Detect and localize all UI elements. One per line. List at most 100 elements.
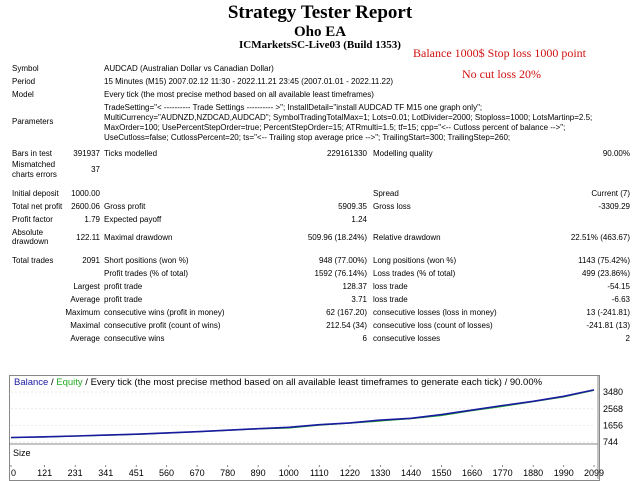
gross-profit-label: Gross profit (104, 202, 146, 211)
ea-name: Oho EA (293, 24, 347, 40)
chart-svg: 3480 2568 1656 744 Size 0 121 231 341 451 560 670 78… (9, 375, 623, 479)
average-profit-value: 3.71 (351, 295, 367, 304)
x-tick-label: 1990 (554, 468, 574, 478)
mismatch-label-1: Mismatched (12, 160, 56, 169)
net-profit-value: 2600.06 (71, 202, 100, 211)
y-tick-label: 1656 (603, 421, 623, 431)
profit-trades-label: Profit trades (% of total) (104, 269, 189, 278)
x-tick-label: 1110 (310, 468, 329, 478)
model-label: Model (12, 90, 34, 99)
mismatch-value: 37 (91, 165, 100, 174)
period-value: 15 Minutes (M15) 2007.02.12 11:30 - 2022… (104, 77, 394, 86)
payoff-label: Expected payoff (104, 215, 162, 224)
x-tick-label: 890 (251, 468, 266, 478)
average-label: Average (70, 295, 100, 304)
long-positions-label: Long positions (won %) (373, 256, 457, 265)
maximal-profit-label: consecutive profit (count of wins) (104, 321, 221, 330)
total-trades-label: Total trades (12, 256, 54, 265)
spread-value: Current (7) (591, 189, 630, 198)
x-tick-label: 121 (37, 468, 52, 478)
ticks-value: 229161330 (326, 149, 367, 158)
report-title: Strategy Tester Report (227, 2, 413, 23)
maximal-profit-value: 212.54 (34) (326, 321, 367, 330)
largest-loss-value: -54.15 (607, 282, 630, 291)
parameters-line-1: TradeSetting="< ---------- Trade Setting… (104, 103, 483, 112)
maximal-label: Maximal (70, 321, 100, 330)
parameters-line-4: UseCutloss=false; CutlossPercent=20; ts=… (104, 133, 511, 142)
profit-factor-value: 1.79 (84, 215, 100, 224)
quality-value: 90.00% (602, 149, 630, 158)
average-loss-label: loss trade (373, 295, 408, 304)
x-tick-label: 670 (190, 468, 205, 478)
avg-cons-losses-label: consecutive losses (373, 334, 441, 343)
balance-equity-graph (9, 375, 600, 481)
loss-trades-label: Loss trades (% of total) (373, 269, 456, 278)
x-tick-label: 341 (98, 468, 113, 478)
x-tick-label: 451 (129, 468, 144, 478)
period-label: Period (12, 77, 36, 86)
bars-value: 391937 (73, 149, 100, 158)
size-label: Size (13, 448, 31, 458)
net-profit-label: Total net profit (12, 202, 63, 211)
ticks-label: Ticks modelled (104, 149, 158, 158)
loss-trades-value: 499 (23.86%) (581, 269, 630, 278)
abs-drawdown-label-2: drawdown (12, 237, 49, 246)
abs-drawdown-value: 122.11 (76, 233, 100, 242)
legend-description: / Every tick (the most precise method ba… (82, 377, 543, 388)
parameters-label: Parameters (12, 117, 54, 126)
gross-profit-value: 5909.35 (338, 202, 367, 211)
gross-loss-label: Gross loss (373, 202, 411, 211)
annotation-balance: Balance 1000$ Stop loss 1000 point (413, 46, 586, 60)
short-positions-value: 948 (77.00%) (318, 256, 367, 265)
long-positions-value: 1143 (75.42%) (578, 256, 630, 265)
deposit-label: Initial deposit (12, 189, 59, 198)
parameters-line-3: MaxOrder=100; UsePercentStepOrder=true; … (104, 123, 566, 132)
max-cons-wins-value: 62 (167.20) (326, 308, 367, 317)
avg-cons-wins-value: 6 (362, 334, 367, 343)
x-tick-label: 560 (159, 468, 174, 478)
server-name: ICMarketsSC-Live03 (Build 1353) (239, 39, 401, 51)
short-positions-label: Short positions (won %) (104, 256, 189, 265)
y-tick-label: 744 (603, 437, 618, 447)
quality-label: Modelling quality (373, 149, 433, 158)
series-line-equity (10, 389, 595, 439)
mismatch-label-2: charts errors (12, 170, 57, 179)
spread-label: Spread (373, 189, 399, 198)
profit-trades-value: 1592 (76.14%) (314, 269, 367, 278)
bars-label: Bars in test (12, 149, 53, 158)
total-trades-value: 2091 (82, 256, 100, 265)
average-loss-value: -6.63 (611, 295, 630, 304)
x-tick-label: 1550 (431, 468, 451, 478)
x-tick-label: 1770 (493, 468, 513, 478)
max-drawdown-value: 509.96 (18.24%) (307, 233, 367, 242)
graph-legend: Balance / Equity / Every tick (the most … (14, 377, 542, 388)
x-tick-label: 1220 (340, 468, 360, 478)
max-cons-losses-label: consecutive losses (loss in money) (373, 308, 497, 317)
rel-drawdown-value: 22.51% (463.67) (570, 233, 630, 242)
symbol-label: Symbol (12, 64, 39, 73)
max-cons-wins-label: consecutive wins (profit in money) (104, 308, 225, 317)
largest-loss-label: loss trade (373, 282, 408, 291)
legend-balance: Balance (14, 377, 49, 388)
avg-consecutive-label: Average (70, 334, 100, 343)
y-tick-label: 3480 (603, 387, 623, 397)
legend-equity: Equity (56, 377, 83, 388)
avg-cons-losses-value: 2 (625, 334, 630, 343)
rel-drawdown-label: Relative drawdown (373, 233, 441, 242)
x-tick-label: 231 (68, 468, 83, 478)
x-tick-label: 1660 (462, 468, 482, 478)
avg-cons-wins-label: consecutive wins (104, 334, 165, 343)
largest-label: Largest (73, 282, 100, 291)
x-tick-label: 1440 (401, 468, 421, 478)
profit-factor-label: Profit factor (12, 215, 53, 224)
maximum-label: Maximum (65, 308, 100, 317)
annotation-cutloss: No cut loss 20% (462, 67, 541, 81)
x-tick-label: 780 (220, 468, 235, 478)
maximal-loss-value: -241.81 (13) (586, 321, 630, 330)
x-tick-label: 1000 (279, 468, 299, 478)
y-tick-label: 2568 (603, 404, 623, 414)
payoff-value: 1.24 (351, 215, 367, 224)
series-line-balance (10, 389, 595, 439)
average-profit-label: profit trade (104, 295, 143, 304)
parameters-line-2: MultiCurrency="AUDNZD,NZDCAD,AUDCAD"; Sy… (104, 113, 593, 122)
